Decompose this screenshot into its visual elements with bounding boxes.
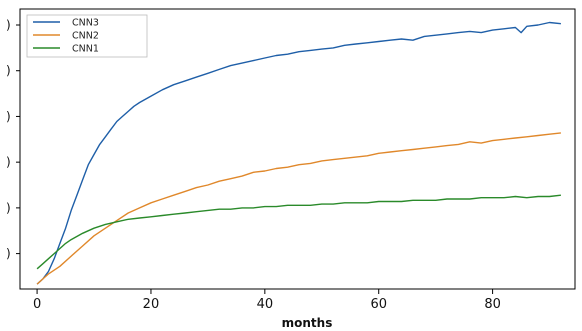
x-tick-label: 80: [484, 297, 501, 312]
x-tick-label: 0: [33, 297, 41, 312]
y-tick-label: ): [6, 18, 11, 32]
x-tick-label: 40: [257, 297, 274, 312]
x-axis-label: months: [282, 316, 333, 330]
y-tick-label: ): [6, 64, 11, 78]
x-tick-label: 20: [143, 297, 160, 312]
series-line-cnn3: [36, 21, 561, 285]
y-tick-label: ): [6, 109, 11, 123]
series-lines: [36, 21, 561, 285]
x-axis-ticks: 020406080100: [33, 289, 501, 312]
y-tick-label: ): [6, 201, 11, 215]
series-line-cnn2: [36, 132, 561, 285]
y-axis-ticks: )))))): [6, 18, 20, 261]
legend: CNN3 CNN2 CNN1: [26, 14, 148, 58]
legend-label-cnn2: CNN2: [72, 31, 99, 42]
x-tick-label: 60: [370, 297, 387, 312]
series-line-cnn1: [36, 194, 561, 270]
plot-frame: [19, 8, 576, 290]
legend-label-cnn1: CNN1: [72, 44, 99, 55]
y-tick-label: ): [6, 247, 11, 261]
legend-label-cnn3: CNN3: [72, 18, 99, 29]
y-tick-label: ): [6, 155, 11, 169]
